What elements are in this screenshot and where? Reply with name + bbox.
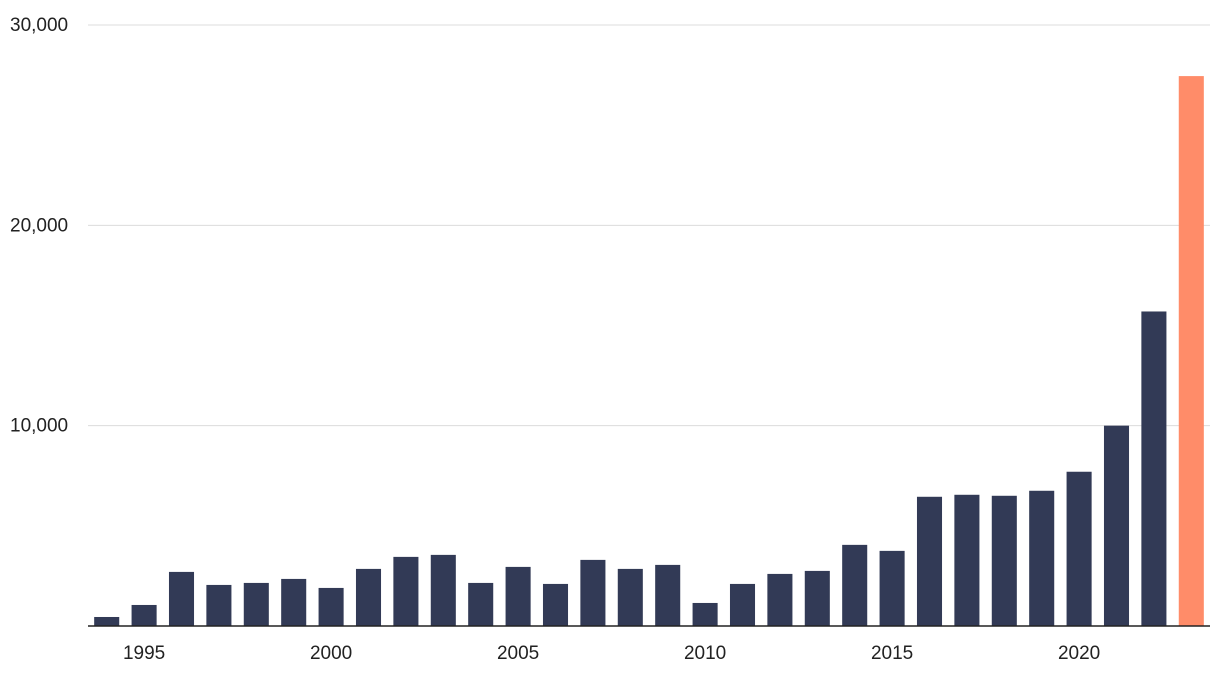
- bar: [617, 568, 643, 626]
- bar: [1066, 471, 1092, 626]
- bar: [991, 495, 1017, 626]
- bar: [1029, 490, 1055, 626]
- bar: [729, 583, 756, 626]
- y-tick-label: 10,000: [10, 416, 68, 437]
- bar: [94, 616, 120, 626]
- y-tick-label: 30,000: [10, 15, 68, 36]
- bar: [1178, 76, 1204, 626]
- bar: [879, 550, 905, 626]
- x-tick-label: 2020: [1058, 643, 1100, 664]
- bar: [542, 583, 569, 626]
- x-tick-label: 2005: [497, 643, 539, 664]
- bar: [1141, 311, 1167, 626]
- bar: [916, 496, 943, 626]
- bar: [355, 568, 382, 626]
- x-tick-label: 1995: [123, 643, 165, 664]
- bar: [393, 556, 419, 626]
- bar: [206, 584, 232, 626]
- bar: [430, 554, 456, 626]
- bar: [954, 494, 980, 626]
- y-tick-label: 20,000: [10, 215, 68, 236]
- x-tick-label: 2015: [871, 643, 913, 664]
- bar: [692, 602, 718, 626]
- x-tick-label: 2010: [684, 643, 726, 664]
- bar: [505, 566, 531, 626]
- bar: [767, 573, 793, 626]
- bar: [804, 570, 830, 626]
- bar: [168, 571, 195, 626]
- bar: [655, 564, 681, 626]
- x-tick-label: 2000: [310, 643, 352, 664]
- bar: [580, 559, 606, 626]
- bar: [281, 578, 307, 626]
- bar: [468, 582, 494, 626]
- bar: [1103, 425, 1130, 626]
- bar: [243, 582, 269, 626]
- bar: [842, 544, 868, 626]
- bar: [131, 604, 157, 626]
- bar: [318, 587, 344, 626]
